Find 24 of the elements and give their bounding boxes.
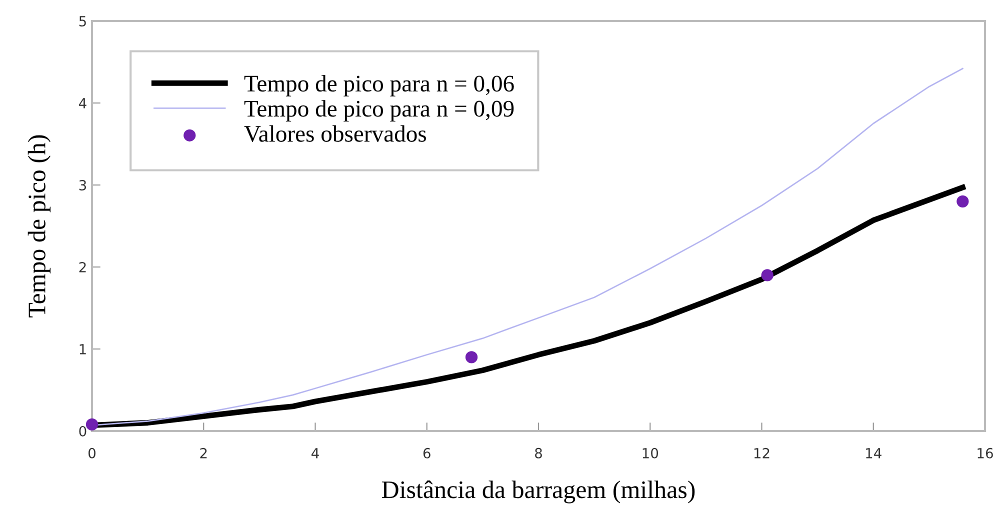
y-axis-title: Tempo de pico (h)	[28, 135, 51, 318]
x-tick-label: 10	[642, 448, 658, 458]
point	[86, 418, 98, 431]
y-tick-label: 3	[79, 180, 86, 190]
point	[956, 195, 969, 208]
x-tick-label: 16	[978, 448, 993, 458]
y-tick-label: 2	[79, 262, 86, 272]
x-tick-label: 0	[88, 448, 96, 458]
x-tick-label: 2	[200, 448, 207, 458]
point	[465, 351, 478, 364]
y-tick-label: 1	[80, 344, 86, 354]
x-tick-label: 12	[754, 448, 770, 458]
y-tick-label: 5	[79, 16, 86, 26]
x-tick-label: 4	[312, 448, 319, 458]
y-tick-label: 4	[78, 98, 86, 108]
y-tick-label: 0	[79, 426, 86, 436]
x-axis-title: Distância da barragem (milhas)	[382, 480, 695, 504]
legend-label: Tempo de pico para n = 0,06	[244, 75, 514, 96]
legend-label: Valores observados	[244, 125, 426, 142]
x-tick-label: 6	[423, 448, 430, 458]
legend-label: Tempo de pico para n = 0,09	[244, 100, 514, 122]
x-tick-label: 14	[866, 448, 882, 458]
point	[761, 269, 774, 282]
x-tick-label: 8	[535, 448, 542, 458]
